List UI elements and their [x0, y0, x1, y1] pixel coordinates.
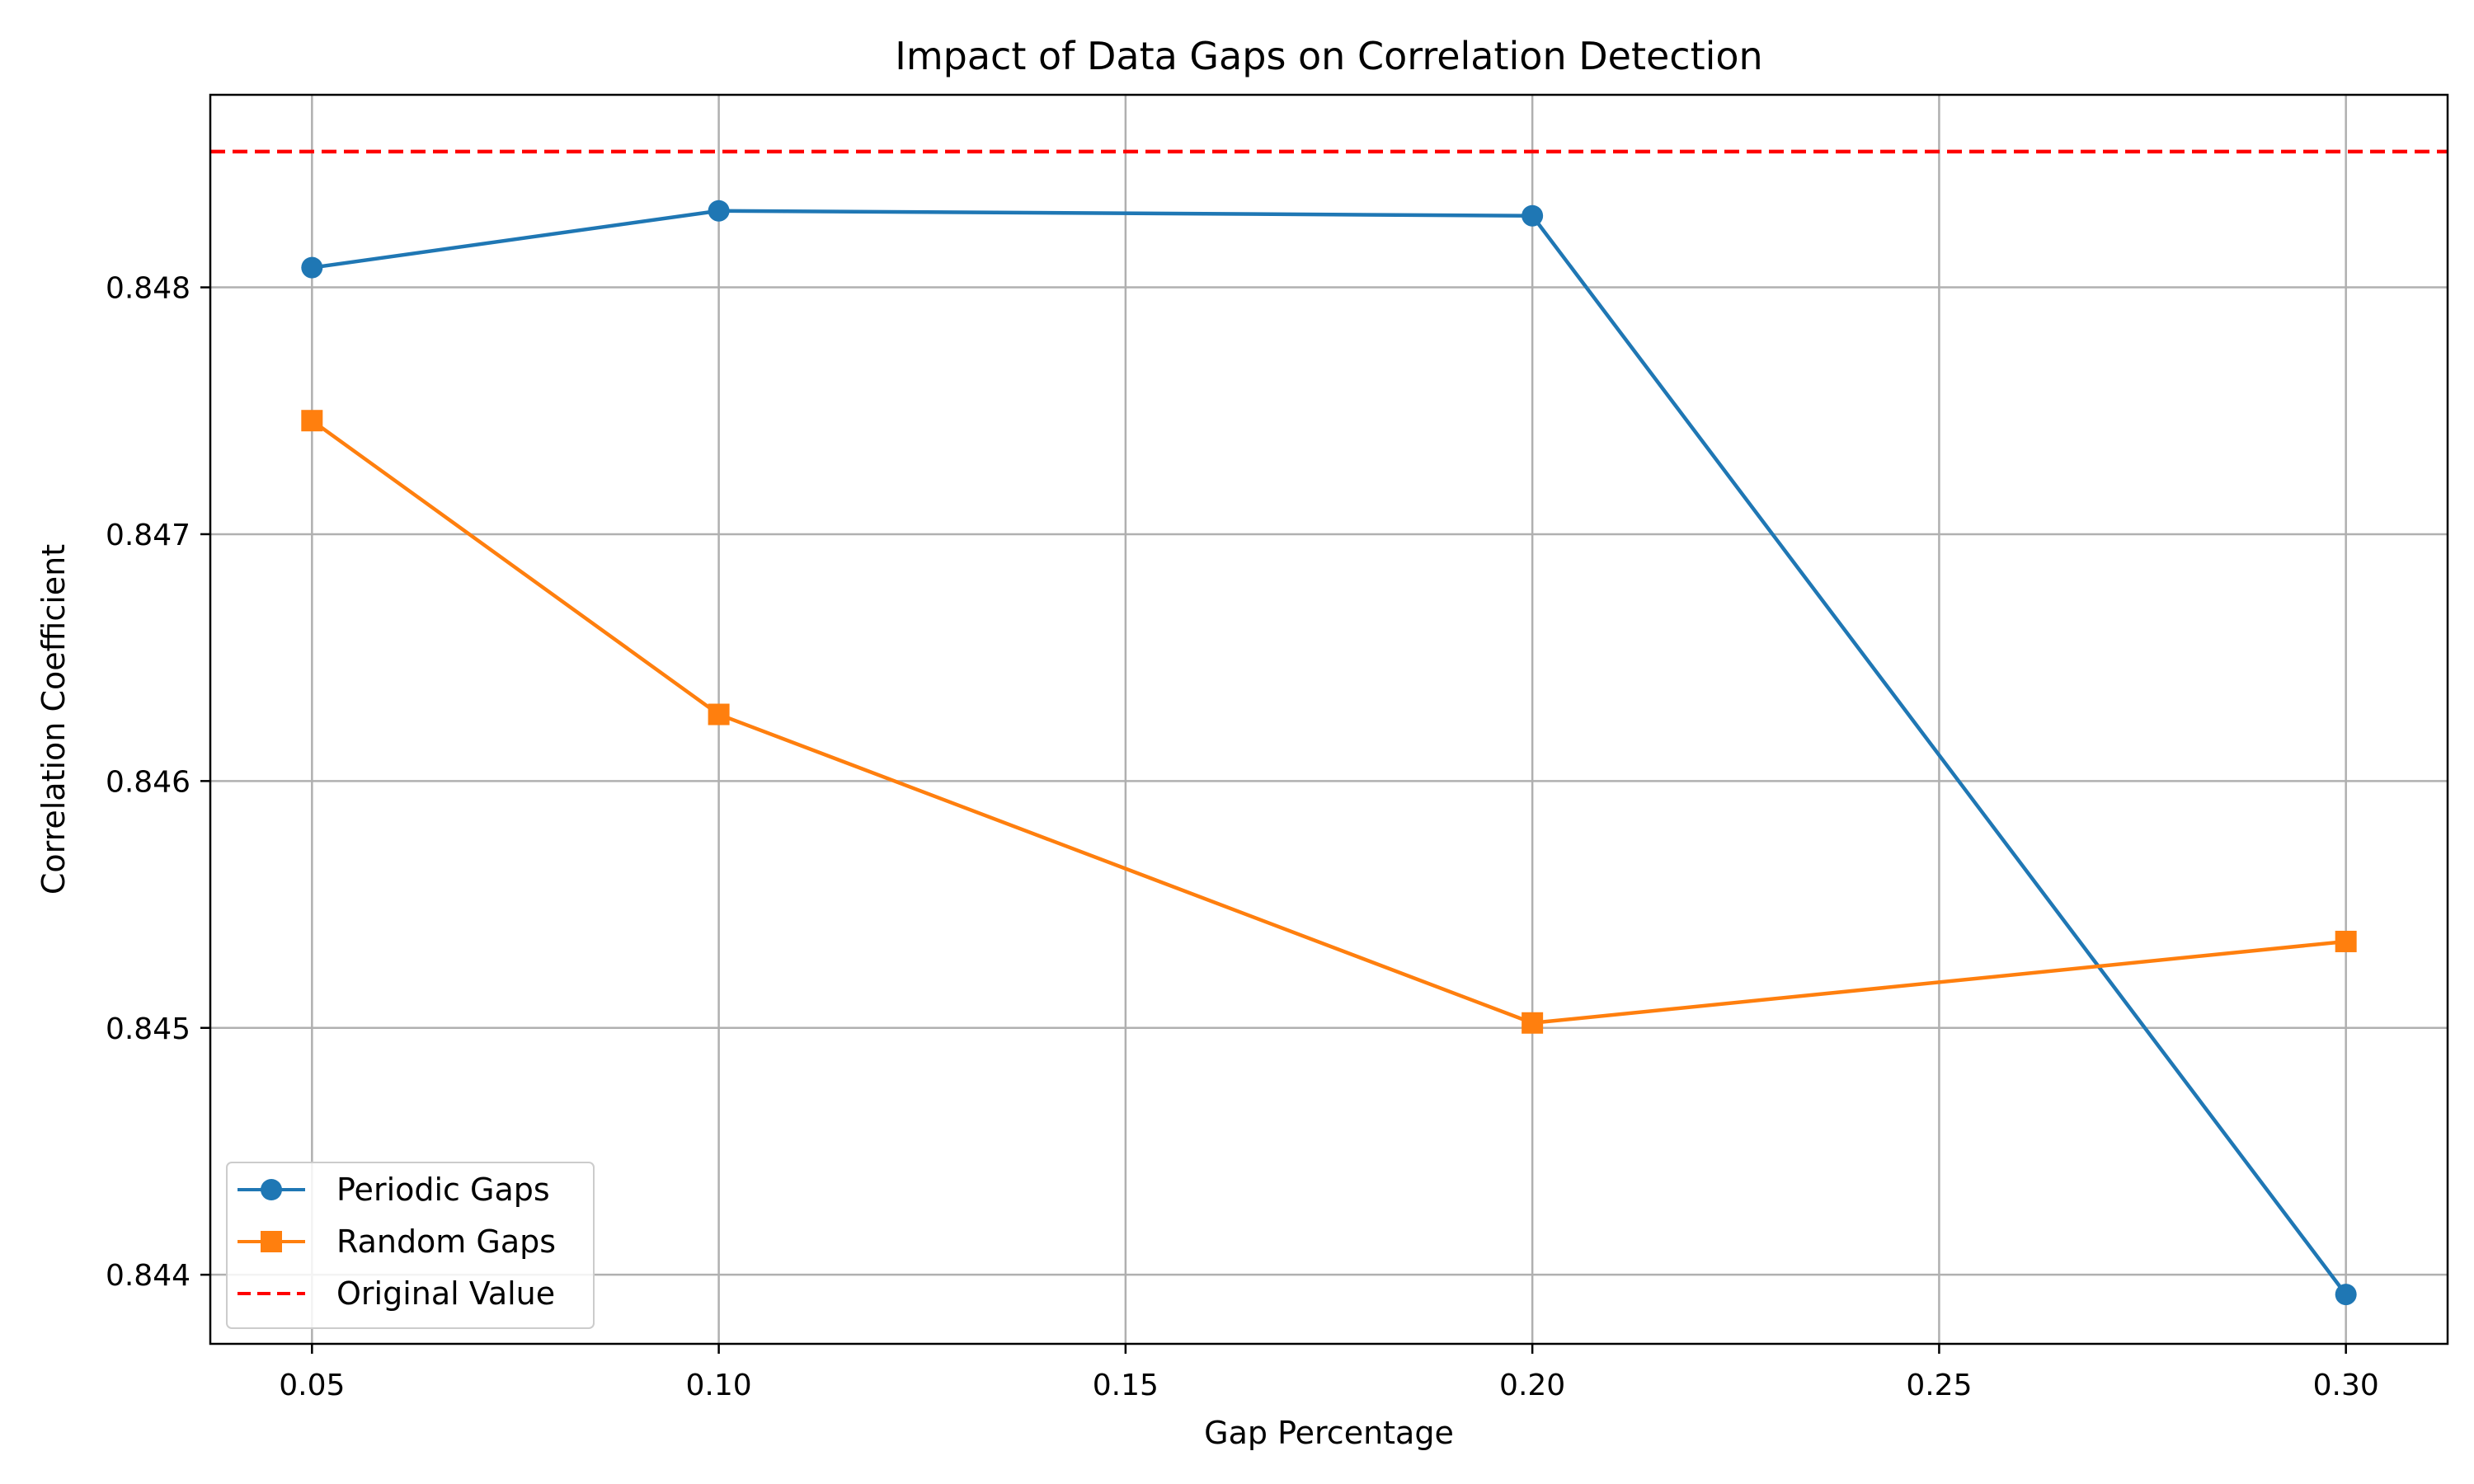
x-tick-label-3: 0.20 — [1499, 1369, 1565, 1402]
y-tick-label-0: 0.844 — [106, 1259, 190, 1293]
data-point-periodic-gaps-1 — [708, 200, 730, 222]
y-tick-label-3: 0.847 — [106, 519, 190, 552]
x-tick-label-2: 0.15 — [1093, 1369, 1159, 1402]
y-tick-label-1: 0.845 — [106, 1012, 190, 1046]
chart-title: Impact of Data Gaps on Correlation Detec… — [895, 34, 1762, 78]
legend-random-label: Random Gaps — [336, 1223, 556, 1260]
legend: Periodic Gaps Random Gaps Original Value — [226, 1162, 595, 1329]
data-point-random-gaps-3 — [2335, 930, 2357, 952]
plot-frame — [209, 93, 2449, 1345]
data-point-periodic-gaps-3 — [2335, 1284, 2357, 1306]
y-axis-ticks: 0.844 0.845 0.846 0.847 0.848 — [106, 272, 210, 1293]
data-point-random-gaps-0 — [301, 410, 323, 432]
x-axis-ticks: 0.05 0.10 0.15 0.20 0.25 0.30 — [279, 1344, 2379, 1402]
x-tick-label-0: 0.05 — [279, 1369, 345, 1402]
data-point-random-gaps-2 — [1522, 1012, 1544, 1034]
legend-periodic-label: Periodic Gaps — [336, 1172, 550, 1208]
series-line-periodic-gaps — [310, 209, 2348, 1297]
data-point-periodic-gaps-2 — [1522, 204, 1544, 227]
series-line-random-gaps — [310, 418, 2348, 1026]
legend-original-label: Original Value — [336, 1275, 555, 1312]
series-layer — [310, 209, 2348, 1297]
marker-layer — [301, 200, 2357, 1306]
x-tick-label-1: 0.10 — [686, 1369, 752, 1402]
data-point-random-gaps-1 — [708, 703, 730, 726]
legend-box — [226, 1162, 595, 1329]
x-tick-label-5: 0.30 — [2313, 1369, 2379, 1402]
y-axis-label: Correlation Coefficient — [35, 544, 72, 895]
x-axis-label: Gap Percentage — [1204, 1415, 1454, 1451]
legend-random-marker — [261, 1231, 282, 1252]
data-point-periodic-gaps-0 — [301, 256, 323, 279]
grid-layer — [210, 95, 2448, 1344]
y-tick-label-4: 0.848 — [106, 272, 190, 306]
x-tick-label-4: 0.25 — [1906, 1369, 1972, 1402]
y-tick-label-2: 0.846 — [106, 765, 190, 799]
legend-periodic-marker — [261, 1179, 282, 1200]
